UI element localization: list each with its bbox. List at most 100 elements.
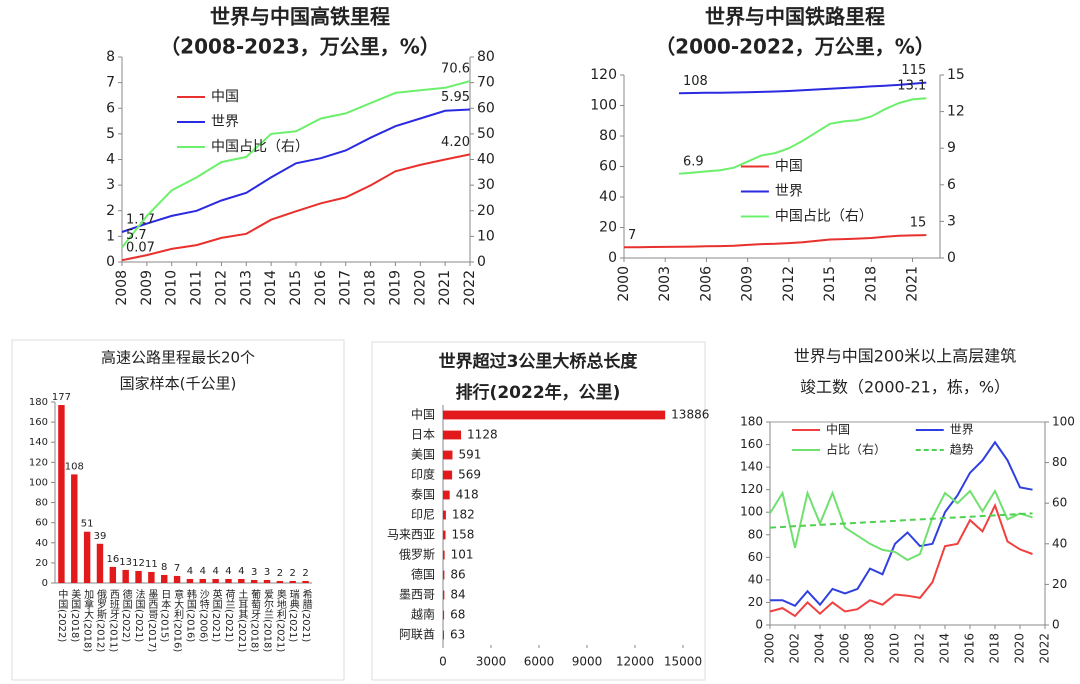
x-tick-label: 2009 [139,270,155,306]
x-tick-label: 2016 [313,270,329,306]
y-tick-label: 80 [748,527,763,541]
y-tick-label: 180 [29,397,48,408]
y-tick-label: 160 [29,417,48,428]
y-tick-label: 20 [748,595,763,609]
legend-label: 中国占比（右） [775,209,873,225]
bar [122,569,129,583]
legend-label: 世界 [775,184,803,200]
data-label: 68 [450,608,465,622]
series-line [678,81,927,95]
data-label: 569 [458,468,481,482]
y-tick-label: 墨西哥 [399,588,435,602]
y-tick-label: 2 [106,203,115,219]
x-tick-label: 2008 [114,270,130,306]
legend-label: 中国 [775,159,803,175]
y-tick-label: 0 [608,250,617,266]
series-line [121,80,471,249]
x-tick-label: 2018 [863,266,879,302]
data-label: 12 [132,558,145,569]
bar [443,410,666,420]
bar [276,580,284,583]
y-tick-label: 德国 [411,567,435,582]
x-tick-label: 意大利(2016) [172,588,184,653]
chart-subtitle: 国家样本(千公里) [120,375,237,393]
y-tick-label: 40 [748,572,763,586]
bar [96,543,104,583]
y-tick-label: 俄罗斯 [399,548,435,562]
bar [135,570,142,583]
data-label: 5.95 [441,90,470,105]
bar [225,578,232,583]
data-label: 86 [450,568,465,582]
y-tick-label: 140 [29,437,48,448]
x-tick-label: 2003 [657,266,673,302]
bar [173,575,181,583]
x-tick-label: 2018 [988,633,1002,664]
data-label: 418 [456,488,479,502]
bar [443,470,453,480]
data-label: 70.6 [441,62,470,77]
bar [109,566,117,583]
data-label: 51 [81,519,94,530]
y2-tick-label: 70 [477,75,495,91]
x-tick-label: 2019 [387,270,403,306]
y-tick-label: 马来西亚 [387,528,435,542]
x-tick-label: 土耳其(2021) [236,588,248,653]
x-tick-label: 0 [439,655,447,669]
y2-tick-label: 100 [1052,415,1075,429]
data-label: 4 [187,566,193,577]
y2-tick-label: 80 [1052,455,1067,469]
x-tick-label: 沙特(2006) [197,589,209,643]
y-tick-label: 40 [35,538,48,549]
x-tick-label: 2016 [963,633,977,664]
bar [238,578,245,583]
bar [186,578,194,583]
y2-tick-label: 15 [947,67,965,83]
data-label: 13.1 [897,79,926,94]
data-label: 101 [451,548,474,562]
y-tick-label: 20 [35,558,48,569]
chart-subtitle: （2008-2023，万公里，%） [160,35,440,59]
y-tick-label: 20 [599,220,617,236]
x-tick-label: 2017 [338,270,354,306]
bar [161,574,168,583]
chart-subtitle: 竣工数（2000-21，栋，%） [800,378,1010,397]
y-tick-label: 8 [106,49,115,65]
series-line [678,97,927,175]
data-label: 8 [161,562,167,573]
data-label: 2 [302,568,308,579]
y2-tick-label: 3 [947,213,956,229]
y-tick-label: 100 [590,98,617,114]
y2-tick-label: 12 [947,104,965,120]
chart-title: 世界与中国高铁里程 [210,5,390,29]
panel-frame [11,339,345,681]
x-tick-label: 2010 [888,633,902,664]
series-line [121,153,471,262]
bar [443,530,446,540]
y-tick-label: 阿联酋 [399,627,435,642]
x-tick-label: 法国(2021) [133,588,145,643]
data-label: 11 [145,559,158,570]
x-tick-label: 2020 [1013,633,1027,664]
x-tick-label: 15000 [664,655,702,669]
data-label: 115 [901,63,926,78]
x-tick-label: 2021 [437,270,453,306]
y2-tick-label: 20 [477,203,495,219]
data-label: 7 [174,563,180,574]
y-tick-label: 180 [740,415,763,429]
x-tick-label: 2006 [838,633,852,664]
legend-label: 世界 [211,114,239,130]
data-label: 0.07 [126,241,155,256]
bar [250,579,258,583]
x-tick-label: 奥地利(2021) [274,588,286,653]
data-label: 177 [52,392,71,403]
data-label: 158 [452,528,475,542]
y-tick-label: 美国 [411,448,435,462]
y-tick-label: 120 [590,67,617,83]
chart-title: 高速公路里程最长20个 [101,349,255,367]
bar [443,510,446,520]
data-label: 182 [452,508,475,522]
legend-label: 中国 [211,89,239,105]
data-label: 4 [238,566,244,577]
x-tick-label: 12000 [616,655,654,669]
